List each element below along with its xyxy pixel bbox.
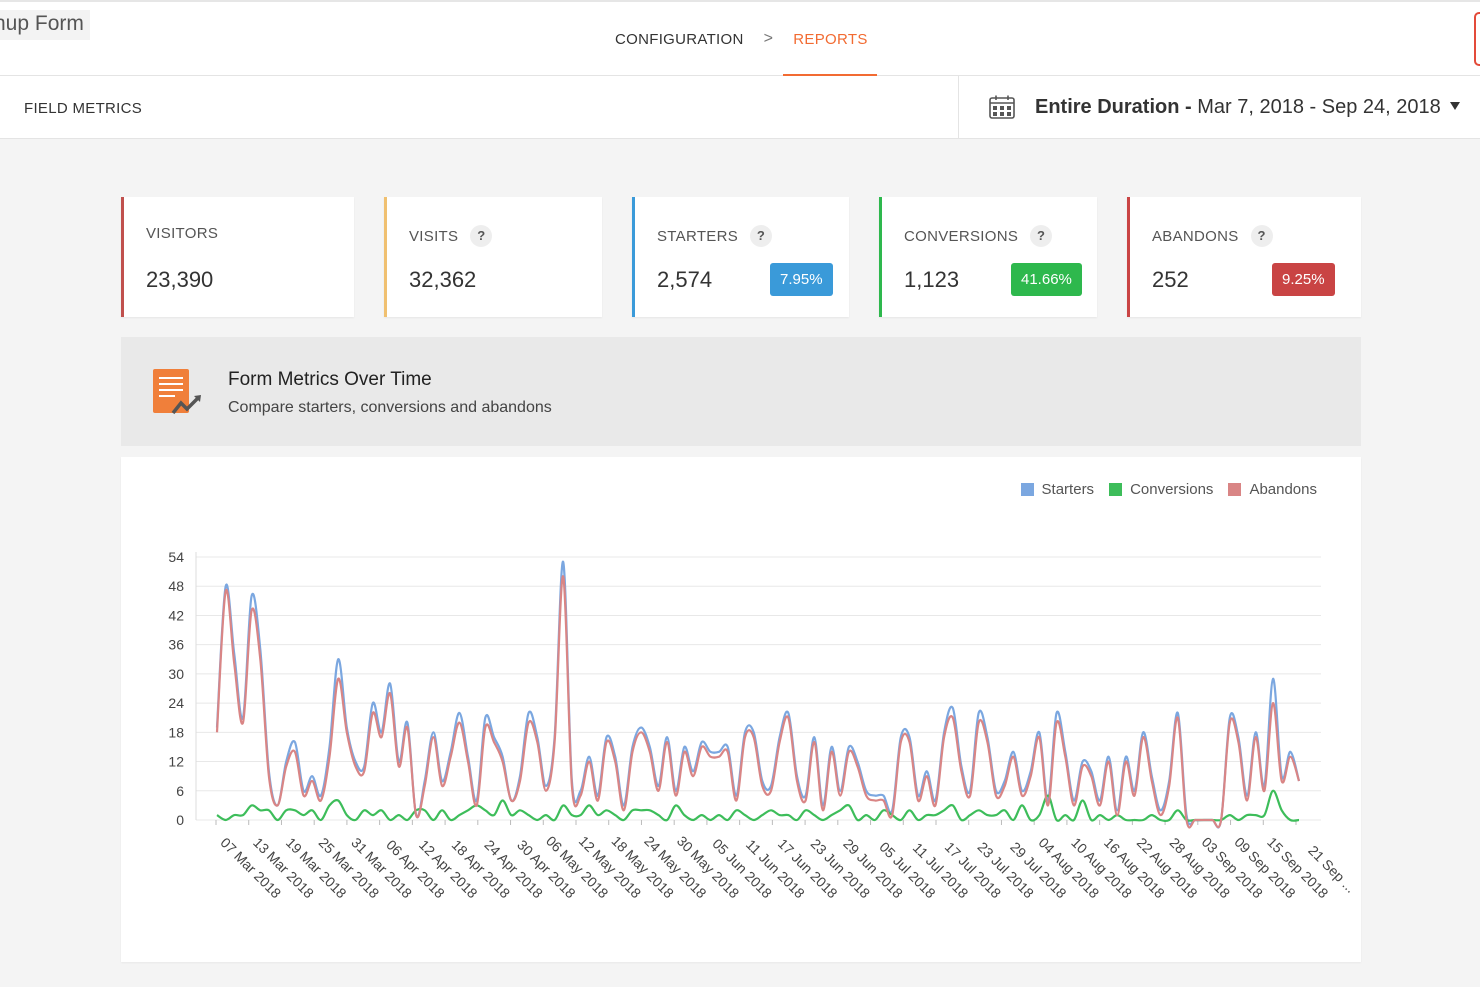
metric-value: 32,362 xyxy=(409,267,477,292)
chevron-right-icon: > xyxy=(763,30,774,47)
metric-label: ABANDONS xyxy=(1152,227,1239,245)
help-icon[interactable]: ? xyxy=(470,225,493,247)
y-tick-label: 12 xyxy=(168,754,184,770)
y-tick-label: 18 xyxy=(168,724,184,740)
field-metrics-tab[interactable]: FIELD METRICS xyxy=(24,100,143,117)
percent-badge: 7.95% xyxy=(770,263,833,296)
legend-item-abandons[interactable]: Abandons xyxy=(1228,481,1317,498)
header-action-button[interactable] xyxy=(1474,12,1480,66)
metric-card-visits: VISITS? 32,362 xyxy=(384,197,602,317)
date-range-prefix: Entire Duration - xyxy=(1035,95,1192,118)
metric-label: STARTERS xyxy=(657,227,739,245)
series-line-abandons[interactable] xyxy=(215,575,1301,829)
y-tick-label: 6 xyxy=(176,783,184,799)
metric-title: VISITORS xyxy=(146,225,218,242)
chart-legend: Starters Conversions Abandons xyxy=(1006,481,1317,498)
metric-card-conversions: CONVERSIONS? 1,123 41.66% xyxy=(879,197,1097,317)
y-tick-label: 36 xyxy=(168,637,184,653)
caret-down-icon[interactable] xyxy=(1450,102,1460,110)
help-icon[interactable]: ? xyxy=(1250,225,1273,247)
metric-label: VISITS xyxy=(409,227,459,245)
date-range-selector[interactable]: Entire Duration - Mar 7, 2018 - Sep 24, … xyxy=(958,76,1480,138)
metric-label: VISITORS xyxy=(146,225,219,242)
legend-item-starters[interactable]: Starters xyxy=(1020,481,1095,498)
y-tick-label: 48 xyxy=(168,578,184,594)
series-line-conversions[interactable] xyxy=(216,789,1300,823)
breadcrumb: CONFIGURATION > REPORTS xyxy=(615,30,868,48)
sub-bar: FIELD METRICS Entire Duration - Mar 7, 2… xyxy=(0,76,1480,139)
metric-title: STARTERS? xyxy=(657,225,773,247)
y-tick-label: 30 xyxy=(168,666,184,682)
top-bar: nup Form CONFIGURATION > REPORTS xyxy=(0,0,1480,77)
date-range-value: Mar 7, 2018 - Sep 24, 2018 xyxy=(1197,95,1441,118)
y-tick-label: 42 xyxy=(168,607,184,623)
calendar-icon xyxy=(989,95,1015,119)
metric-title: VISITS? xyxy=(409,225,493,247)
y-tick-label: 0 xyxy=(176,812,184,828)
legend-swatch xyxy=(1228,483,1242,496)
help-icon[interactable]: ? xyxy=(1030,225,1053,247)
metric-card-abandons: ABANDONS? 252 9.25% xyxy=(1127,197,1361,317)
metric-title: ABANDONS? xyxy=(1152,225,1273,247)
section-subtitle: Compare starters, conversions and abando… xyxy=(228,399,552,416)
percent-badge: 41.66% xyxy=(1011,263,1082,296)
metric-value: 2,574 xyxy=(657,267,713,292)
y-tick-label: 54 xyxy=(168,549,184,565)
tab-configuration[interactable]: CONFIGURATION xyxy=(615,30,744,48)
section-title: Form Metrics Over Time xyxy=(228,369,432,390)
chart-panel: 0 6 12 18 24 30 36 42 48 54 07 Mar 2018 13 Mar 2018… xyxy=(121,457,1361,962)
date-range-label: Entire Duration - Mar 7, 2018 - Sep 24, … xyxy=(1035,96,1441,119)
tab-reports[interactable]: REPORTS xyxy=(793,30,868,48)
form-chart-icon xyxy=(153,369,201,415)
active-tab-indicator xyxy=(783,74,877,77)
metric-value: 23,390 xyxy=(146,267,214,292)
legend-label: Conversions xyxy=(1130,481,1214,498)
metric-title: CONVERSIONS? xyxy=(904,225,1053,247)
help-icon[interactable]: ? xyxy=(750,225,773,247)
legend-label: Abandons xyxy=(1249,481,1317,498)
percent-badge: 9.25% xyxy=(1272,263,1335,296)
metric-label: CONVERSIONS xyxy=(904,227,1019,245)
metric-value: 1,123 xyxy=(904,267,960,292)
legend-swatch xyxy=(1020,483,1034,496)
legend-label: Starters xyxy=(1041,481,1095,498)
metric-card-visitors: VISITORS 23,390 xyxy=(121,197,354,317)
legend-item-conversions[interactable]: Conversions xyxy=(1109,481,1213,498)
metric-card-starters: STARTERS? 2,574 7.95% xyxy=(632,197,849,317)
form-name: nup Form xyxy=(0,10,90,40)
y-tick-label: 24 xyxy=(168,695,184,711)
metric-value: 252 xyxy=(1152,267,1189,292)
legend-swatch xyxy=(1109,483,1123,496)
section-header: Form Metrics Over Time Compare starters,… xyxy=(121,337,1361,446)
